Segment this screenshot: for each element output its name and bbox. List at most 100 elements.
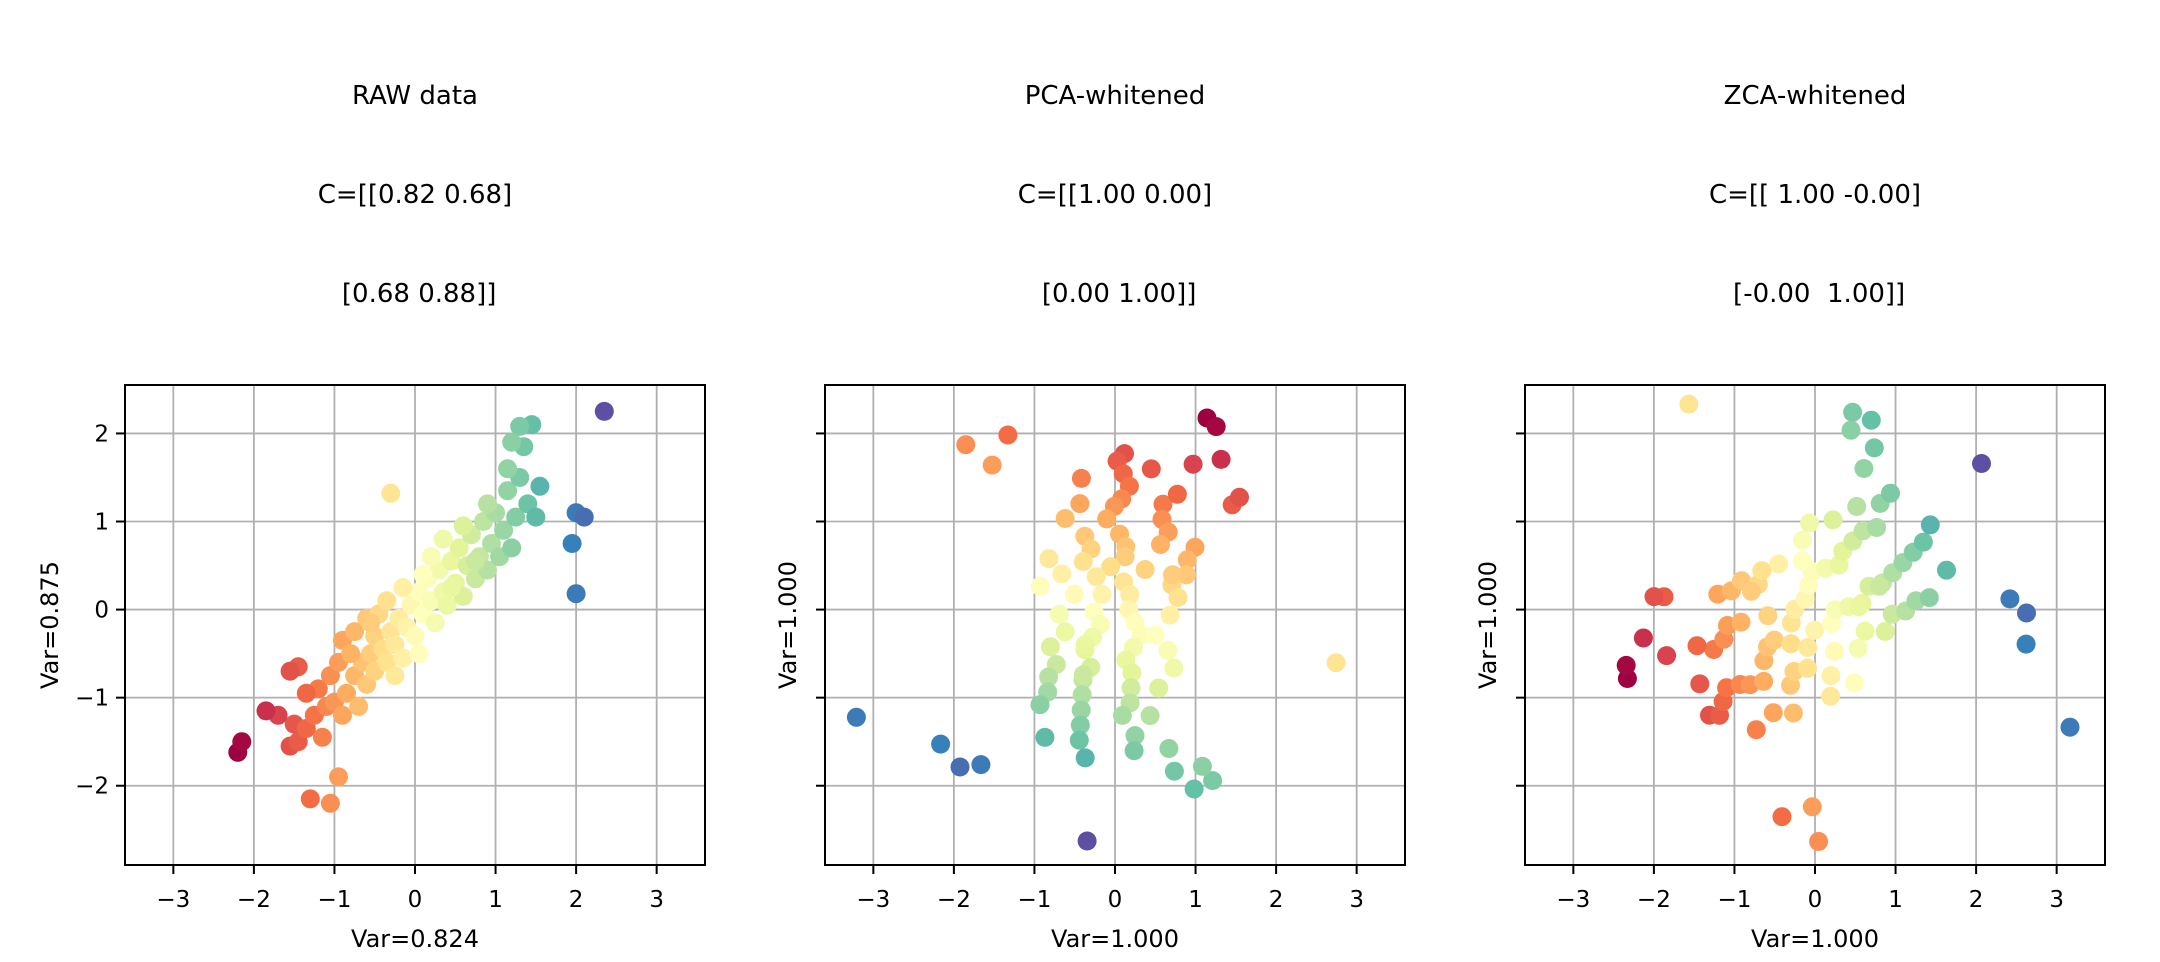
scatter-point: [1064, 584, 1084, 604]
scatter-point: [1875, 622, 1895, 642]
scatter-point: [1793, 530, 1812, 550]
scatter-point: [1731, 612, 1751, 632]
x-tick-label: 0: [408, 887, 423, 913]
x-tick-label: 2: [1969, 887, 1984, 913]
scatter-point: [1101, 557, 1121, 577]
scatter-point: [1326, 653, 1346, 673]
scatter-point: [1075, 748, 1095, 768]
scatter-point: [530, 476, 550, 496]
scatter-point: [1844, 673, 1864, 693]
scatter-point: [349, 697, 369, 717]
y-tick-label: 1: [94, 510, 109, 536]
scatter-point: [1920, 515, 1940, 535]
scatter-point: [1183, 454, 1203, 474]
scatter-point: [1823, 510, 1843, 530]
scatter-point: [1141, 459, 1161, 479]
scatter-point: [1075, 635, 1095, 655]
scatter-point: [1052, 564, 1072, 584]
plot-pca: −3 −2 −1 0 1 2 3 Var=1.000 Var=1.000: [774, 384, 1406, 953]
scatter-point: [1184, 779, 1204, 799]
covariance-line-2: [-0.00 1.00]]: [1724, 279, 1906, 310]
panel-pca-title: PCA-whitened C=[[1.00 0.00] [0.00 1.00]]: [825, 14, 1405, 377]
scatter-point: [232, 732, 252, 752]
covariance-line-2: [0.68 0.88]]: [333, 279, 497, 310]
scatter-point: [1616, 656, 1636, 676]
scatter-point: [405, 626, 425, 646]
y-tick-label: 0: [94, 598, 109, 624]
scatter-point: [1752, 561, 1772, 581]
scatter-point: [1112, 706, 1132, 726]
scatter-point: [2000, 589, 2020, 609]
scatter-point: [1176, 565, 1196, 585]
scatter-point: [433, 529, 453, 549]
x-tick-label: −3: [856, 887, 890, 913]
x-tick-label: 1: [488, 887, 503, 913]
scatter-point: [393, 578, 413, 598]
scatter-point: [337, 683, 356, 703]
x-tick-label: −3: [1556, 887, 1590, 913]
x-tick-label: 3: [649, 887, 664, 913]
y-tick-label: 2: [94, 422, 109, 448]
scatter-point: [280, 661, 300, 681]
scatter-point: [1073, 665, 1093, 685]
scatter-point: [1035, 728, 1055, 748]
scatter-point: [1039, 667, 1059, 687]
scatter-point: [478, 494, 497, 514]
x-tick-label: 1: [1888, 887, 1903, 913]
scatter-point: [971, 755, 991, 775]
scatter-point: [1164, 658, 1184, 678]
scatter-point: [421, 547, 441, 567]
scatter-point: [329, 767, 348, 787]
scatter-point: [1092, 585, 1112, 605]
scatter-point: [1847, 497, 1867, 517]
scatter-point: [956, 435, 976, 455]
scatter-point: [2060, 717, 2080, 737]
scatter-point: [1158, 640, 1178, 660]
scatter-point: [393, 648, 413, 668]
scatter-point: [1763, 703, 1783, 723]
scatter-point: [950, 757, 970, 777]
x-axis-label: Var=0.824: [351, 925, 479, 953]
scatter-point: [1679, 394, 1699, 414]
scatter-point: [1741, 581, 1761, 601]
scatter-point: [982, 455, 1002, 475]
x-tick-label: −2: [937, 887, 971, 913]
scatter-point: [1843, 402, 1863, 422]
scatter-point: [526, 507, 546, 527]
scatter-point: [341, 644, 361, 664]
scatter-point: [1070, 715, 1090, 735]
scatter-point: [1825, 642, 1845, 662]
scatter-point: [1972, 454, 1991, 474]
scatter-point: [1211, 450, 1231, 470]
scatter-point: [1855, 621, 1875, 641]
scatter-point: [498, 459, 518, 479]
scatter-point: [1690, 674, 1710, 694]
y-axis-label: Var=0.875: [36, 561, 64, 689]
scatter-point: [1848, 638, 1868, 658]
scatter-point: [1039, 549, 1059, 569]
scatter-point: [320, 793, 340, 813]
scatter-point: [1746, 720, 1766, 740]
scatter-point: [1135, 560, 1155, 580]
x-tick-label: −1: [1017, 887, 1051, 913]
scatter-point: [1192, 757, 1212, 777]
scatter-point: [562, 534, 582, 554]
scatter-point: [2017, 603, 2036, 623]
y-axis-label: Var=1.000: [774, 561, 802, 689]
x-tick-label: 1: [1188, 887, 1203, 913]
scatter-point: [574, 507, 594, 527]
scatter-point: [1055, 622, 1075, 642]
scatter-point: [1097, 509, 1117, 529]
scatter-point: [1167, 484, 1187, 504]
scatter-point: [1687, 636, 1707, 656]
scatter-point: [1071, 469, 1091, 489]
scatter-point: [1772, 807, 1792, 827]
title-line: ZCA-whitened: [1723, 81, 1907, 112]
scatter-point: [1140, 706, 1160, 726]
scatter-point: [1758, 606, 1778, 626]
scatter-point: [256, 701, 276, 721]
scatter-point: [1077, 831, 1097, 851]
panel-zca-title: ZCA-whitened C=[[ 1.00 -0.00] [-0.00 1.0…: [1525, 14, 2105, 377]
scatter-point: [385, 666, 405, 686]
